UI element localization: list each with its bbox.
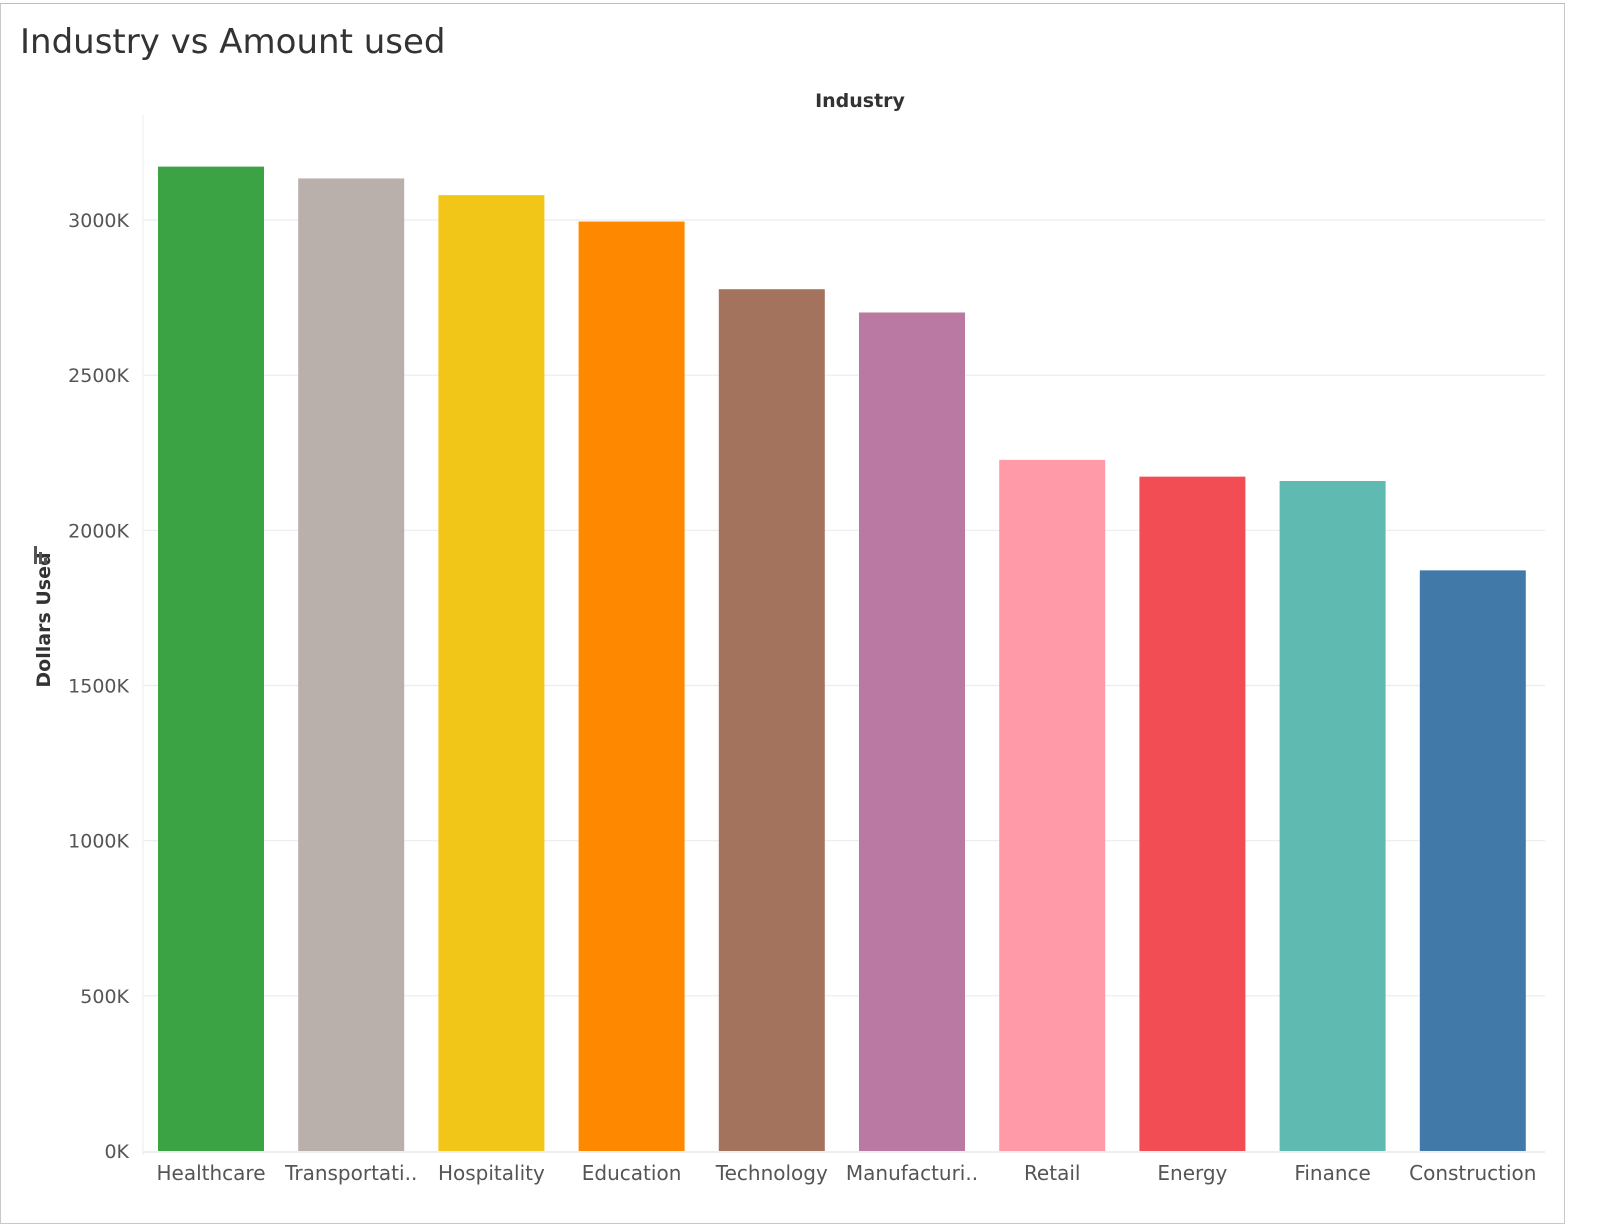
- y-tick-label: 2500K: [68, 365, 129, 387]
- x-tick-label: Technology: [715, 1161, 828, 1185]
- x-tick-label: Construction: [1409, 1161, 1536, 1185]
- bar-finance: [1279, 480, 1386, 1151]
- x-tick-label: Manufacturi..: [846, 1161, 978, 1185]
- bar-hospitality: [438, 195, 545, 1151]
- chart-title: Industry vs Amount used: [20, 22, 446, 62]
- bar-transportati: [298, 178, 405, 1151]
- page-margin: [1566, 3, 1600, 1226]
- bar-healthcare: [158, 166, 264, 1151]
- x-tick-label: Finance: [1294, 1161, 1371, 1185]
- y-tick-label: 1500K: [68, 676, 129, 698]
- bar-construction: [1419, 570, 1526, 1151]
- sort-descending-icon[interactable]: [33, 545, 49, 565]
- x-tick-label: Energy: [1157, 1161, 1227, 1185]
- bar-manufacturi: [859, 312, 965, 1151]
- bar-retail: [999, 459, 1106, 1151]
- x-tick-label: Healthcare: [156, 1161, 265, 1185]
- y-tick-label: 1000K: [68, 831, 129, 853]
- x-tick-label: Transportati..: [284, 1161, 417, 1185]
- y-tick-label: 0K: [104, 1141, 129, 1163]
- y-tick-label: 500K: [80, 986, 129, 1008]
- bar-energy: [1139, 476, 1246, 1152]
- bar-education: [578, 221, 685, 1152]
- x-tick-label: Education: [582, 1161, 682, 1185]
- x-axis-header: Industry: [815, 90, 905, 112]
- y-tick-label: 2000K: [68, 520, 129, 542]
- y-tick-label: 3000K: [68, 210, 129, 232]
- x-tick-label: Hospitality: [438, 1161, 545, 1185]
- x-tick-label: Retail: [1024, 1161, 1081, 1185]
- bar-technology: [718, 289, 825, 1151]
